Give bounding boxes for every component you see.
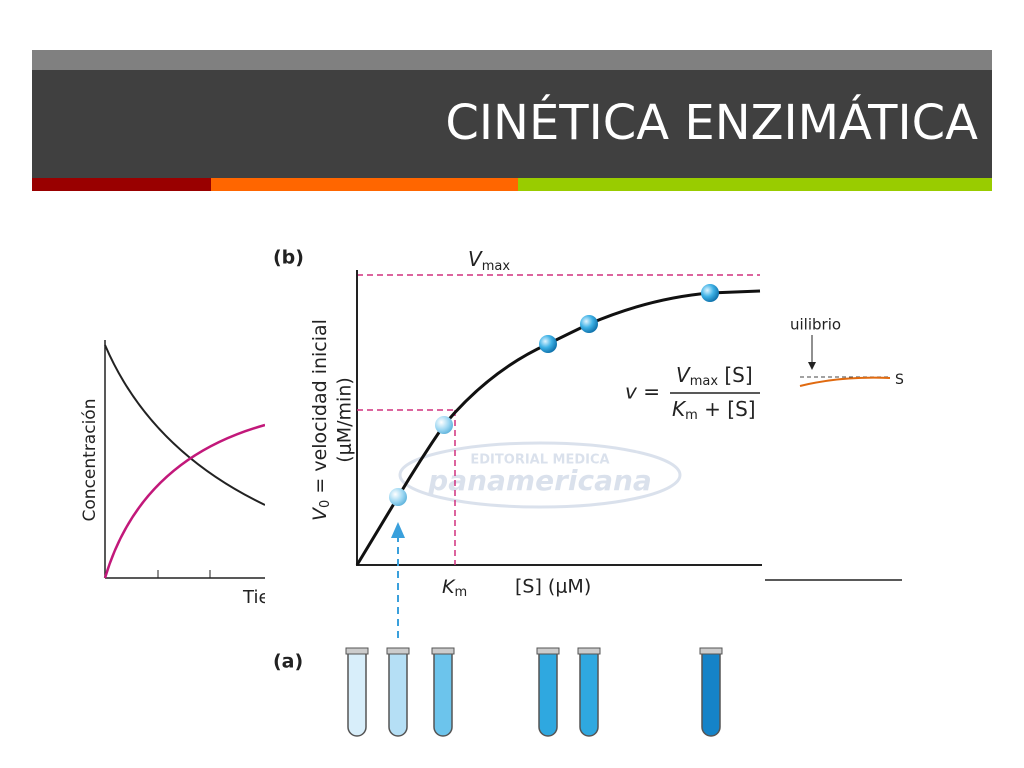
equation-lhs: v = xyxy=(625,380,660,404)
accent-orange xyxy=(211,178,518,191)
text: K xyxy=(442,576,456,598)
denominator: Km + [S] xyxy=(672,397,756,423)
x-axis-label: [S] (μM) xyxy=(515,576,591,598)
curve-label: S xyxy=(895,372,904,388)
text: V xyxy=(468,247,483,271)
km-label: Km xyxy=(442,576,467,600)
arrowhead xyxy=(808,362,816,370)
main-figure: EDITORIAL MEDICA panamericana (b) Vmax V… xyxy=(265,235,765,737)
curve xyxy=(799,376,891,387)
text: 0 xyxy=(318,500,333,508)
background-right-figure: uilibrio S xyxy=(765,316,904,581)
y-axis-units: (μM/min) xyxy=(334,377,356,463)
slide-title: CINÉTICA ENZIMÁTICA xyxy=(445,94,978,151)
test-tubes xyxy=(345,647,723,737)
text: = velocidad inicial xyxy=(309,319,331,500)
watermark-text: EDITORIAL MEDICA xyxy=(470,453,609,468)
point xyxy=(435,416,453,434)
point xyxy=(580,315,598,333)
tube xyxy=(386,647,410,737)
point xyxy=(701,284,719,302)
header-band xyxy=(32,70,992,178)
text: K xyxy=(672,397,687,421)
accent-red xyxy=(32,178,211,191)
accent-green xyxy=(518,178,992,191)
watermark-text: panamericana xyxy=(427,464,652,497)
text: V xyxy=(676,363,691,387)
text: + [S] xyxy=(698,397,756,421)
watermark-ellipse xyxy=(398,441,682,509)
tube xyxy=(699,647,723,737)
figure-background xyxy=(265,235,765,640)
x-axis-label: Tie xyxy=(242,587,270,608)
watermark: EDITORIAL MEDICA panamericana xyxy=(398,441,682,509)
panel-label: (b) xyxy=(273,247,304,269)
tube xyxy=(345,647,369,737)
point xyxy=(389,488,407,506)
text: max xyxy=(482,259,511,274)
text: [S] xyxy=(718,363,753,387)
tube xyxy=(577,647,601,737)
rise-curve xyxy=(103,423,266,579)
text: max xyxy=(690,374,719,389)
y-axis-label: V0 = velocidad inicial xyxy=(309,319,333,521)
tube xyxy=(536,647,560,737)
decay-curve xyxy=(104,344,266,506)
y-axis-label: Concentración xyxy=(80,399,100,522)
arrowhead xyxy=(391,522,405,538)
background-left-figure: Concentración Tie xyxy=(80,340,270,608)
text: V xyxy=(309,506,331,521)
text: m xyxy=(454,585,467,600)
equation: v = Vmax [S] Km + [S] xyxy=(625,363,760,423)
text: m xyxy=(685,408,698,423)
tube xyxy=(431,647,455,737)
panel-label: (a) xyxy=(273,651,303,673)
point xyxy=(539,335,557,353)
annotation: uilibrio xyxy=(790,316,841,334)
header-top-strip xyxy=(32,50,992,70)
vmax-label: Vmax xyxy=(468,247,510,274)
numerator: Vmax [S] xyxy=(676,363,753,389)
